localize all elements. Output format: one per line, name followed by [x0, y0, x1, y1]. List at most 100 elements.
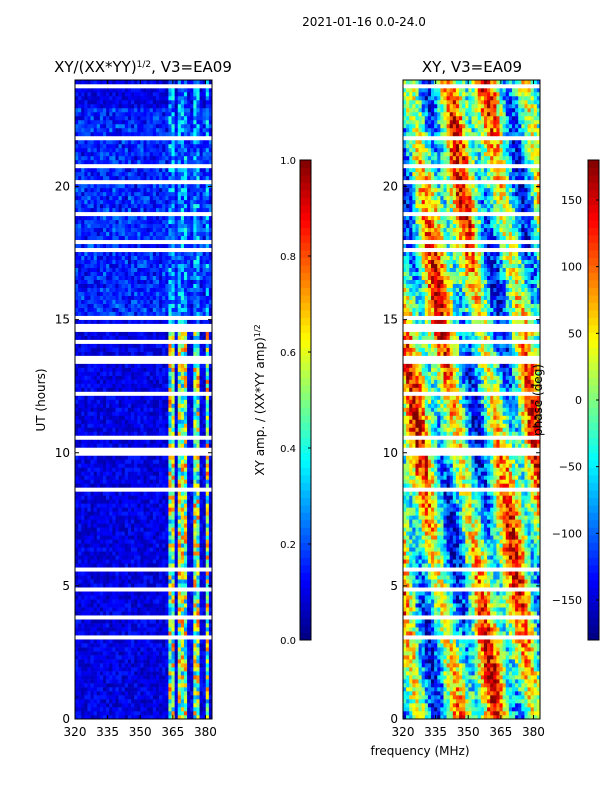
heat-cell	[196, 355, 200, 360]
heat-cell	[75, 475, 79, 480]
heat-cell	[99, 711, 104, 716]
heat-cell	[171, 543, 175, 548]
heat-cell	[109, 295, 113, 300]
heat-cell	[84, 495, 88, 500]
heat-cell	[115, 379, 119, 384]
heat-cell	[196, 335, 200, 340]
heat-cell	[159, 363, 163, 368]
heat-cell	[99, 347, 104, 352]
heat-cell	[190, 311, 194, 316]
heat-cell	[193, 715, 197, 720]
heat-cell	[159, 563, 163, 568]
heat-cell	[146, 551, 151, 556]
heat-cell	[137, 479, 141, 484]
heat-cell	[93, 467, 98, 472]
heat-cell	[199, 507, 203, 512]
heat-cell	[127, 359, 132, 364]
heat-cell	[115, 571, 119, 576]
heat-cell	[162, 591, 166, 596]
heat-cell	[202, 495, 207, 500]
heat-cell	[127, 663, 132, 668]
heat-cell	[143, 427, 147, 432]
heat-cell	[159, 599, 163, 604]
heat-cell	[187, 431, 191, 436]
heat-cell	[131, 555, 135, 560]
heat-cell	[171, 659, 175, 664]
heat-cell	[149, 643, 154, 648]
panel1-title: XY/(XX*YY)1/2, V3=EA09	[54, 58, 232, 76]
heat-cell	[187, 571, 191, 576]
heat-cell	[187, 403, 191, 408]
heat-cell	[90, 639, 94, 644]
heat-cell	[115, 499, 119, 504]
heat-cell	[137, 427, 141, 432]
heat-cell	[137, 535, 141, 540]
heat-cell	[149, 315, 154, 320]
heat-cell	[159, 467, 163, 472]
heat-cell	[146, 607, 151, 612]
heat-cell	[106, 711, 110, 716]
heat-cell	[205, 423, 210, 428]
heat-cell	[155, 335, 160, 340]
heat-cell	[124, 659, 129, 664]
heat-cell	[174, 295, 179, 300]
heat-cell	[165, 471, 169, 476]
heat-cell	[155, 707, 160, 712]
heat-cell	[171, 395, 175, 400]
heat-cell	[99, 327, 104, 332]
heat-cell	[183, 323, 188, 328]
heat-cell	[115, 639, 119, 644]
heat-cell	[202, 471, 207, 476]
heat-cell	[81, 411, 85, 416]
heat-cell	[134, 607, 138, 612]
heat-cell	[174, 347, 179, 352]
heat-cell	[187, 675, 191, 680]
heat-cell	[131, 671, 135, 676]
heat-cell	[171, 655, 175, 660]
heat-cell	[174, 411, 179, 416]
heat-cell	[162, 531, 166, 536]
heat-cell	[93, 563, 98, 568]
heat-cell	[109, 643, 113, 648]
heat-cell	[81, 671, 85, 676]
heat-cell	[99, 351, 104, 356]
heat-cell	[196, 615, 200, 620]
heat-cell	[121, 403, 126, 408]
heat-cell	[162, 395, 166, 400]
heat-cell	[93, 555, 98, 560]
heat-cell	[199, 347, 203, 352]
heat-cell	[103, 615, 107, 620]
heat-cell	[187, 319, 191, 324]
heat-cell	[96, 379, 101, 384]
heat-cell	[140, 571, 144, 576]
heat-cell	[112, 403, 116, 408]
heat-cell	[90, 415, 94, 420]
heat-cell	[90, 567, 94, 572]
heat-cell	[127, 711, 132, 716]
heat-cell	[118, 551, 123, 556]
heat-cell	[146, 463, 151, 468]
heat-cell	[162, 407, 166, 412]
heat-cell	[162, 427, 166, 432]
heat-cell	[103, 379, 107, 384]
heat-cell	[118, 487, 123, 492]
heat-cell	[99, 547, 104, 552]
heat-cell	[202, 535, 207, 540]
heat-cell	[196, 707, 200, 712]
heat-cell	[199, 403, 203, 408]
heat-cell	[190, 303, 194, 308]
heat-cell	[78, 483, 82, 488]
heat-cell	[152, 543, 157, 548]
heat-cell	[196, 387, 200, 392]
heat-cell	[174, 611, 179, 616]
heat-cell	[168, 595, 172, 600]
heat-cell	[115, 403, 119, 408]
heat-cell	[149, 363, 154, 368]
heat-cell	[193, 283, 197, 288]
heat-cell	[143, 351, 147, 356]
heat-cell	[93, 703, 98, 708]
heat-cell	[99, 311, 104, 316]
heat-cell	[174, 423, 179, 428]
heat-cell	[180, 515, 185, 520]
heat-cell	[78, 447, 82, 452]
